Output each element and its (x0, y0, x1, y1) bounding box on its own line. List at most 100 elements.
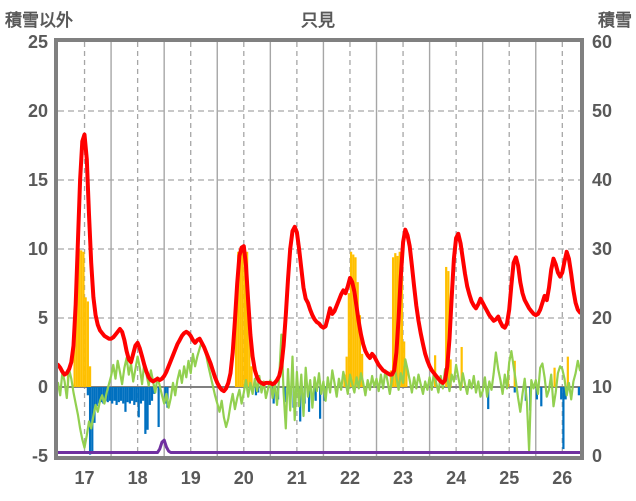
blue-bar (106, 387, 109, 403)
orange-bar (250, 366, 253, 387)
orange-bar (345, 356, 348, 387)
orange-bar (80, 250, 83, 387)
left-axis-tick-label: 15 (28, 170, 48, 190)
orange-bar (356, 282, 359, 387)
blue-bar (124, 387, 127, 412)
blue-bar (122, 387, 125, 404)
orange-bar (347, 293, 350, 387)
blue-bar (157, 387, 160, 428)
right-axis-tick-label: 0 (592, 446, 602, 466)
right-axis-tick-label: 20 (592, 308, 612, 328)
blue-bar (135, 387, 138, 403)
x-axis-day-label: 19 (181, 468, 201, 488)
blue-bar (148, 387, 151, 405)
orange-bar (394, 253, 397, 387)
left-axis-tick-label: -5 (32, 446, 48, 466)
chart-title: 只見 (301, 11, 335, 30)
blue-bar (142, 387, 145, 401)
blue-bar (139, 387, 143, 404)
orange-bar (239, 247, 242, 387)
right-axis-tick-label: 40 (592, 170, 612, 190)
orange-bar (553, 367, 556, 387)
orange-bar (445, 266, 448, 387)
blue-bar (513, 387, 516, 393)
blue-bar (117, 387, 120, 403)
purple-snow-line (58, 438, 580, 454)
blue-bar (102, 387, 105, 404)
left-axis-tick-label: 5 (38, 308, 48, 328)
blue-bar (540, 387, 543, 407)
orange-bar (566, 356, 569, 387)
right-axis-tick-label: 60 (592, 32, 612, 52)
blue-bar (146, 387, 149, 430)
blue-bar (115, 387, 118, 405)
x-axis-day-label: 26 (552, 468, 572, 488)
x-axis-day-label: 20 (234, 468, 254, 488)
blue-bar (133, 387, 136, 405)
blue-bar (100, 387, 103, 403)
blue-bar (307, 387, 311, 412)
left-axis-tick-label: 10 (28, 239, 48, 259)
orange-bar (77, 249, 81, 387)
blue-bar (314, 387, 317, 401)
orange-bar (243, 249, 247, 387)
blue-bar (144, 387, 147, 434)
right-axis-tick-label: 10 (592, 377, 612, 397)
orange-bar (73, 324, 76, 387)
blue-bar (108, 387, 112, 401)
plot-border (54, 38, 584, 460)
left-axis-title: 積雪以外 (5, 11, 73, 30)
blue-bar (137, 387, 140, 418)
right-axis-tick-label: 50 (592, 101, 612, 121)
blue-bar (487, 387, 490, 410)
blue-bar (113, 387, 116, 401)
red-line (56, 132, 582, 394)
orange-bar (434, 355, 437, 387)
orange-bar (352, 254, 355, 387)
x-axis-day-label: 21 (287, 468, 307, 488)
orange-bar (391, 257, 395, 387)
x-axis-day-label: 24 (446, 468, 466, 488)
blue-bar (319, 387, 322, 419)
blue-bar (254, 387, 258, 396)
orange-bar (82, 251, 85, 387)
orange-bar (241, 246, 244, 387)
orange-bar (246, 251, 249, 387)
blue-bar (119, 387, 123, 401)
blue-bar (128, 387, 131, 404)
left-axis-tick-label: 20 (28, 101, 48, 121)
orange-bar (405, 364, 408, 387)
orange-bar (349, 251, 353, 387)
orange-bar (449, 359, 452, 387)
right-axis-title: 積雪 (598, 11, 632, 30)
blue-bar (111, 387, 114, 404)
orange-bar (86, 301, 89, 387)
left-axis-tick-label: 25 (28, 32, 48, 52)
x-axis-day-label: 18 (128, 468, 148, 488)
orange-bar (234, 311, 238, 387)
blue-bar (130, 387, 134, 401)
blue-bar (95, 387, 98, 407)
orange-bar (84, 297, 87, 387)
x-axis-day-label: 23 (393, 468, 413, 488)
orange-bar (460, 346, 463, 387)
orange-bar (88, 366, 92, 387)
blue-bar (577, 387, 580, 396)
orange-bar (237, 251, 240, 387)
orange-bar (358, 315, 362, 387)
blue-bar (150, 387, 154, 401)
blue-bar (562, 387, 565, 450)
x-axis-day-label: 22 (340, 468, 360, 488)
blue-bar (88, 387, 92, 455)
blue-bar (126, 387, 129, 403)
orange-bar (248, 331, 251, 387)
blue-bar (560, 387, 563, 400)
right-axis-tick-label: 30 (592, 239, 612, 259)
orange-bar (389, 370, 392, 387)
orange-bar (400, 254, 404, 387)
orange-bar (354, 257, 357, 387)
blue-bar (86, 387, 89, 396)
x-axis-day-label: 17 (75, 468, 95, 488)
x-axis-day-label: 25 (499, 468, 519, 488)
